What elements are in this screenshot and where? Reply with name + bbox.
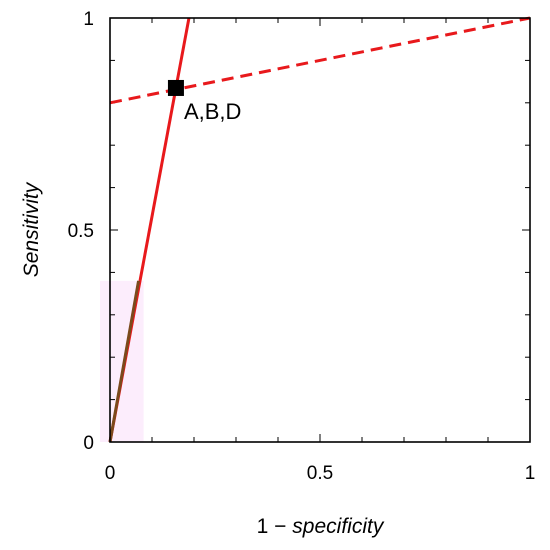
- x-axis-label: 1 − specificity: [257, 515, 385, 538]
- shaded-region: [100, 280, 144, 442]
- x-axis-label-prefix: 1 −: [257, 515, 293, 538]
- x-tick-label: 0: [105, 463, 116, 484]
- x-tick-label: 0.5: [307, 463, 333, 484]
- point-marker-1: [167, 79, 184, 96]
- shading-layer: [100, 280, 144, 442]
- minor-ticks: [110, 18, 530, 442]
- y-axis-label: Sensitivity: [20, 181, 43, 277]
- y-tick-label: 0.5: [68, 221, 94, 242]
- plot-frame: [109, 17, 531, 443]
- point-label-1: A,B,D: [184, 99, 241, 124]
- x-tick-label: 1: [525, 463, 536, 484]
- points-layer: A,B,D: [167, 79, 241, 124]
- y-tick-label: 0: [83, 433, 94, 454]
- tick-labels: 0 0.5 1 0 0.5 1: [68, 9, 536, 484]
- series-line-2: [109, 16, 531, 105]
- x-axis-label-italic: specificity: [292, 515, 385, 538]
- y-tick-label: 1: [83, 9, 94, 30]
- series-line-3: [108, 280, 141, 443]
